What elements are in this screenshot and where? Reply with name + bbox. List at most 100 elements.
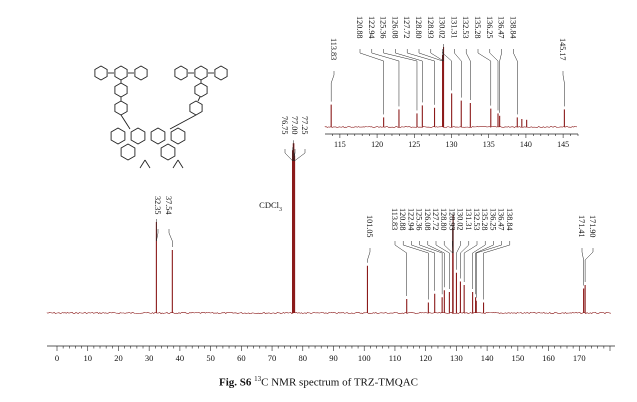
caption-text: C NMR spectrum of TRZ-TMQAC [261, 376, 418, 389]
main-tick-label: 70 [268, 353, 277, 363]
bond [144, 159, 151, 169]
main-peak-label: 136.47 [497, 208, 506, 231]
inset-peak-label: 122.94 [367, 16, 376, 39]
molecule-structure [94, 65, 228, 169]
inset-peak-label: 132.53 [461, 16, 470, 39]
bond [120, 114, 131, 130]
inset-tick-label: 140 [520, 140, 532, 149]
label-leader [418, 52, 443, 62]
ring [114, 65, 128, 81]
ring [150, 127, 166, 145]
inset-peak-label: 120.88 [355, 16, 364, 39]
main-tick-label: 130 [450, 353, 463, 363]
main-tick-label: 120 [419, 353, 432, 363]
main-tick-label: 30 [145, 353, 154, 363]
ring [189, 100, 203, 116]
inset-axis-tick-labels: 115 120 125 130 135 140 145 [334, 140, 569, 149]
main-tick-label: 110 [389, 353, 401, 363]
label-leader [430, 52, 444, 62]
ring [194, 82, 208, 98]
inset-peak-label: 138.84 [508, 16, 517, 39]
main-tick-label: 140 [481, 353, 494, 363]
main-peak-label: 76.75 [280, 116, 289, 134]
inset-peak-label: 128.80 [414, 16, 423, 39]
main-axis-ticks [56, 346, 611, 351]
label-leader [444, 244, 453, 254]
main-peak-label: 127.72 [431, 208, 440, 231]
caption-isotope: 13 [254, 375, 262, 383]
main-tick-label: 50 [206, 353, 215, 363]
inset-peak-label: 130.02 [438, 16, 447, 39]
main-peak-label: 77.25 [300, 116, 309, 134]
main-baseline-noise [46, 311, 612, 315]
main-tick-label: 60 [237, 353, 246, 363]
inset-peak-label: 145.17 [558, 38, 567, 61]
label-leader [411, 244, 435, 254]
label-leader [403, 244, 429, 254]
label-leader [513, 52, 518, 62]
main-peak-label: 171.41 [577, 215, 586, 238]
label-leader [330, 74, 335, 84]
inset-peak-label: 135.28 [473, 16, 482, 39]
label-leader [284, 152, 293, 162]
label-leader [562, 74, 565, 84]
inset-tick-label: 135 [483, 140, 495, 149]
inset-tick-label: 145 [557, 140, 569, 149]
ring [110, 127, 126, 145]
label-leader [499, 52, 502, 62]
ring [130, 127, 146, 145]
figure-caption: Fig. S6 13C NMR spectrum of TRZ-TMQAC [0, 375, 637, 389]
ring [174, 65, 188, 81]
label-leader [477, 52, 491, 62]
label-leader [168, 232, 173, 242]
inset-peak-label: 126.08 [390, 16, 399, 39]
label-leader [394, 244, 407, 254]
label-leader [435, 244, 450, 254]
main-tick-label: 80 [299, 353, 308, 363]
main-tick-label: 10 [83, 353, 92, 363]
label-leader [476, 244, 502, 254]
ring [94, 65, 108, 81]
inset-peaks [330, 47, 565, 127]
label-leader [156, 232, 159, 242]
main-tick-label: 160 [542, 353, 555, 363]
ring [194, 65, 208, 81]
inset-peak-label: 113.83 [329, 38, 338, 60]
label-leader [454, 52, 462, 62]
main-tick-label: 150 [511, 353, 524, 363]
label-leader [584, 251, 594, 261]
inset-peak-label: 136.47 [497, 16, 506, 39]
label-leader [407, 52, 435, 62]
main-tick-label: 170 [573, 353, 586, 363]
label-leader [294, 152, 306, 162]
label-leader [456, 244, 461, 254]
bond [169, 114, 197, 130]
inset-baseline-noise [324, 126, 578, 128]
main-peak-label: 128.93 [447, 208, 456, 231]
main-peak-label: 138.84 [505, 208, 514, 231]
label-leader [460, 244, 469, 254]
main-peak-label: 77.00 [290, 116, 299, 134]
ring [160, 143, 176, 161]
main-peak-label: 120.88 [398, 208, 407, 231]
bond [177, 159, 184, 169]
label-leader [464, 244, 478, 254]
label-leader [383, 52, 418, 62]
main-peak-label: 126.08 [423, 208, 432, 231]
inset-peak-label: 127.72 [402, 16, 411, 39]
main-tick-label: 90 [329, 353, 338, 363]
main-peak-label: 37.54 [164, 196, 173, 214]
main-peak-label: 136.25 [488, 208, 497, 231]
inset-peak-label: 136.25 [485, 16, 494, 39]
main-peak-label: 125.36 [415, 208, 424, 231]
main-peak-label: 113.83 [390, 208, 399, 230]
bond [139, 159, 146, 169]
ring [170, 127, 186, 145]
inset-axis-ticks [332, 134, 579, 138]
main-peak-label: 171.90 [588, 215, 597, 238]
label-leader [427, 244, 445, 254]
ring [114, 100, 128, 116]
ring [114, 82, 128, 98]
